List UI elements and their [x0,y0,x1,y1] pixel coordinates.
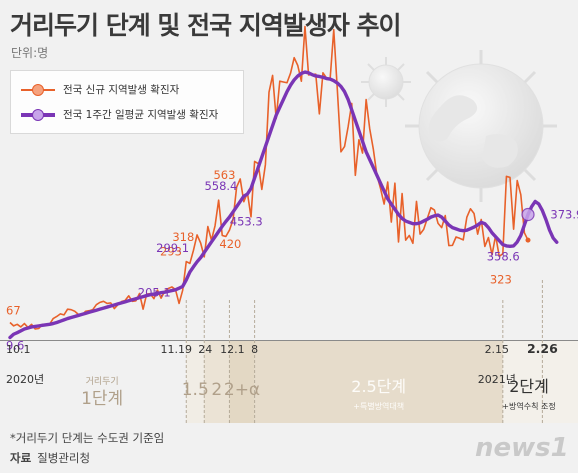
series-line-daily [9,25,529,330]
legend-item-daily: 전국 신규 지역발생 확진자 [21,82,179,97]
data-label: 453.3 [230,215,263,229]
stage-note: +특별방역대책 [353,401,404,411]
stage-band [204,341,230,423]
x-tick-label: 24 [198,343,212,356]
stage-band [186,341,205,423]
end-marker-daily [525,237,531,243]
x-tick-label: 8 [251,343,258,356]
legend-swatch-daily [21,83,55,96]
data-label: 358.6 [487,250,520,264]
x-tick-label: 2.15 [485,343,510,356]
data-label: 205.1 [138,285,171,299]
footnote: *거리두기 단계는 수도권 기준임 [10,431,165,445]
news1-logo: news1 [475,433,569,463]
stage-band [229,341,255,423]
x-tick-label: 2.26 [527,341,558,356]
data-label: 558.4 [204,179,237,193]
legend-label-daily: 전국 신규 지역발생 확진자 [63,84,180,96]
stage-note: +방역수칙 조정 [502,401,555,411]
legend-label-average: 전국 1주간 일평균 지역발생 확진자 [63,109,219,121]
stage-label: 1.5 [182,380,209,400]
stage-caption: 거리두기 [86,376,119,387]
data-label: 9.6 [6,339,24,353]
source-name: 질병관리청 [37,451,91,465]
stage-band [0,341,187,423]
unit-label: 단위:명 [11,46,49,60]
virus-illustration [361,50,557,202]
legend-swatch-average [21,108,55,121]
stage-label: 2+α [224,380,260,400]
source-line: 자료 질병관리청 [10,450,90,466]
data-label: 382 [550,0,572,3]
year-label: 2021년 [478,373,516,386]
stage-label: 2.5단계 [351,377,406,396]
stage-band [502,341,578,423]
page-title: 거리두기 단계 및 전국 지역발생자 추이 [10,11,402,40]
data-label: 299.1 [156,241,189,255]
x-tick-label: 10.1 [6,343,31,356]
data-label: 373.9 [550,208,578,222]
source-label: 자료 [10,451,32,465]
data-label: 420 [219,237,241,251]
data-label: 563 [213,168,235,182]
stage-label: 1단계 [81,389,123,409]
x-tick-label: 11.19 [161,343,193,356]
data-label: 67 [6,304,21,318]
year-label: 2020년 [6,373,44,386]
stage-label: 2단계 [509,377,549,396]
data-label: 293 [160,244,182,258]
data-label: 323 [490,273,512,287]
x-tick-label: 12.1 [220,343,245,356]
stage-band [254,341,503,423]
series-line-average [8,70,559,340]
stage-label: 2 [211,380,222,400]
end-marker-average [521,207,535,222]
data-label: 318 [172,230,194,244]
chart-legend: 전국 신규 지역발생 확진자 전국 1주간 일평균 지역발생 확진자 [10,70,244,134]
legend-item-average: 전국 1주간 일평균 지역발생 확진자 [21,107,218,122]
